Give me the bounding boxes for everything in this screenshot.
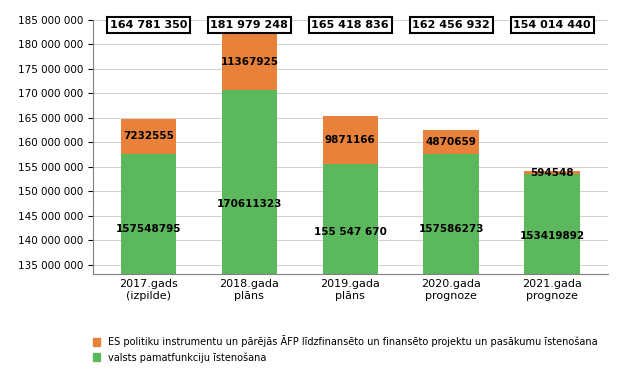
Bar	[423, 154, 479, 274]
Bar	[322, 164, 378, 274]
Text: 157548795: 157548795	[116, 224, 181, 234]
Bar	[121, 154, 176, 274]
Bar	[121, 119, 176, 154]
Text: 165 418 836: 165 418 836	[311, 20, 389, 30]
Text: 170611323: 170611323	[217, 200, 282, 209]
Bar	[525, 174, 580, 274]
Bar	[222, 34, 277, 90]
Text: 162 456 932: 162 456 932	[412, 20, 490, 30]
Text: 9871166: 9871166	[325, 135, 376, 145]
Text: 154 014 440: 154 014 440	[513, 20, 591, 30]
Text: 164 781 350: 164 781 350	[110, 20, 187, 30]
Bar	[322, 116, 378, 164]
Legend: ES politiku instrumentu un pārējās ĀFP līdzfinansēto un finansēto projektu un pa: ES politiku instrumentu un pārējās ĀFP l…	[93, 335, 598, 363]
Text: 157586273: 157586273	[418, 223, 484, 234]
Text: 181 979 248: 181 979 248	[210, 20, 288, 30]
Text: 11367925: 11367925	[220, 57, 278, 67]
Text: 155 547 670: 155 547 670	[314, 227, 387, 238]
Text: 594548: 594548	[530, 168, 574, 178]
Text: 153419892: 153419892	[520, 231, 585, 241]
Text: 7232555: 7232555	[123, 131, 174, 142]
Text: 4870659: 4870659	[426, 137, 477, 147]
Bar	[222, 90, 277, 274]
Bar	[423, 130, 479, 154]
Bar	[525, 171, 580, 174]
